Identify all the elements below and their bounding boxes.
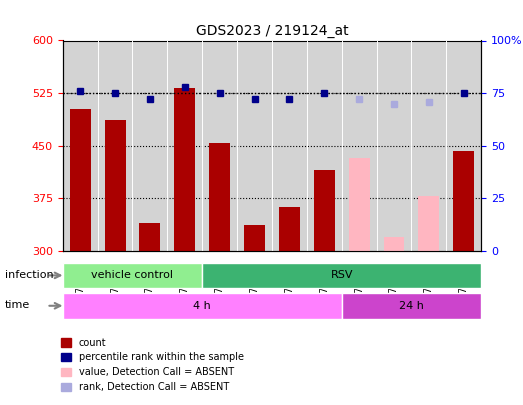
Bar: [453, 151, 474, 251]
Text: 4 h: 4 h: [194, 301, 211, 311]
FancyBboxPatch shape: [202, 262, 481, 288]
Title: GDS2023 / 219124_at: GDS2023 / 219124_at: [196, 24, 348, 38]
Bar: [174, 87, 195, 251]
Bar: [244, 225, 265, 251]
Bar: [349, 158, 370, 251]
FancyBboxPatch shape: [342, 293, 481, 318]
FancyBboxPatch shape: [63, 262, 202, 288]
Bar: [70, 109, 90, 251]
Bar: [279, 207, 300, 251]
Legend: count, percentile rank within the sample, value, Detection Call = ABSENT, rank, : count, percentile rank within the sample…: [57, 334, 247, 396]
Bar: [418, 196, 439, 251]
Bar: [314, 171, 335, 251]
Bar: [383, 237, 404, 251]
Text: RSV: RSV: [331, 271, 353, 280]
FancyBboxPatch shape: [63, 293, 342, 318]
Text: 24 h: 24 h: [399, 301, 424, 311]
Bar: [140, 223, 161, 251]
Text: time: time: [5, 300, 30, 309]
Text: infection: infection: [5, 270, 54, 279]
Text: vehicle control: vehicle control: [92, 271, 174, 280]
Bar: [209, 143, 230, 251]
Bar: [105, 120, 126, 251]
